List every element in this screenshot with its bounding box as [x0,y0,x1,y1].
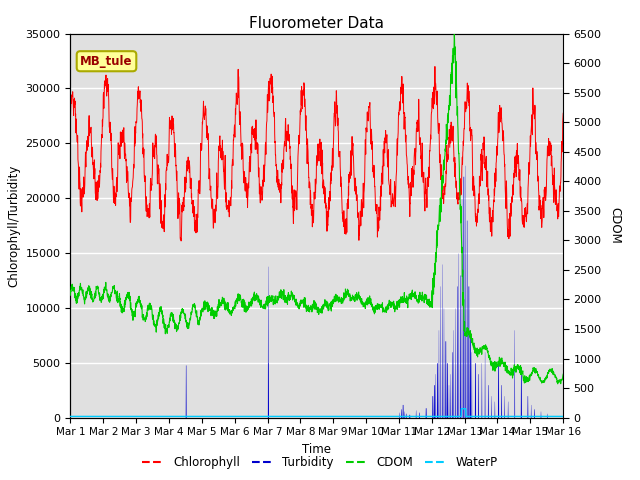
X-axis label: Time: Time [302,443,332,456]
Y-axis label: Chlorophyll/Turbidity: Chlorophyll/Turbidity [7,165,20,287]
Title: Fluorometer Data: Fluorometer Data [250,16,384,31]
Text: MB_tule: MB_tule [80,55,132,68]
Legend: Chlorophyll, Turbidity, CDOM, WaterP: Chlorophyll, Turbidity, CDOM, WaterP [138,452,502,474]
Y-axis label: CDOM: CDOM [608,207,621,244]
